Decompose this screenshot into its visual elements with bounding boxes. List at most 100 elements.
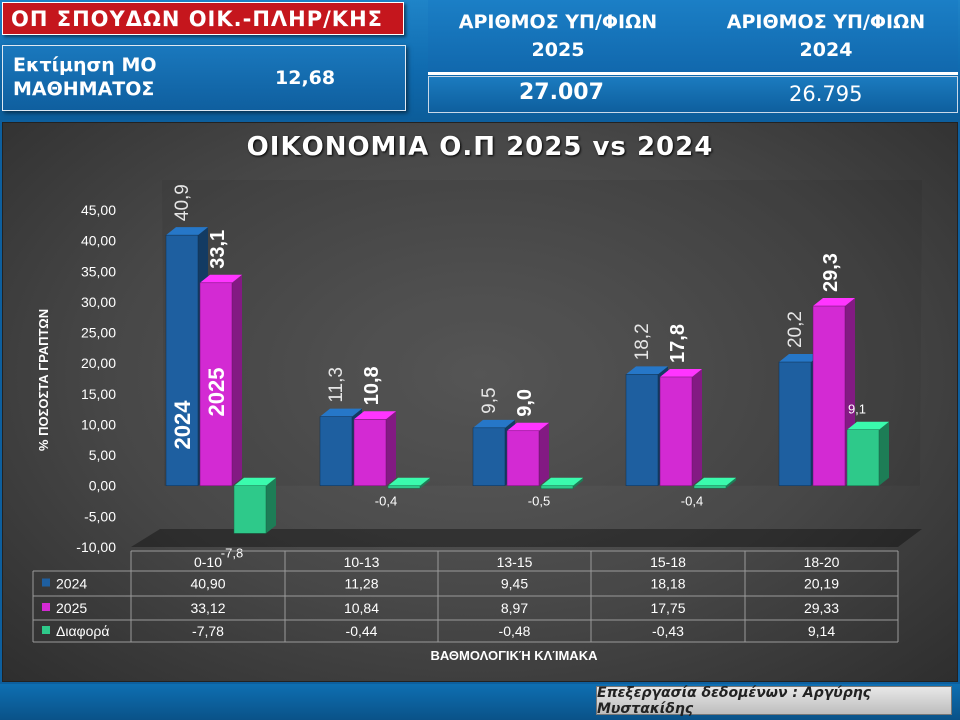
y-tick-label: 25,00 bbox=[81, 325, 116, 341]
bar-diff-side bbox=[420, 477, 430, 489]
bar-diff bbox=[233, 485, 267, 534]
y-tick-label: 45,00 bbox=[81, 202, 116, 218]
bar-diff-top bbox=[847, 421, 889, 430]
data-label-2024: 18,2 bbox=[632, 323, 653, 360]
student-count-box: ΑΡΙΘΜΟΣ ΥΠ/ΦΙΩΝ 2025 ΑΡΙΘΜΟΣ ΥΠ/ΦΙΩΝ 202… bbox=[428, 0, 958, 113]
in-bar-label-2025: 2025 bbox=[204, 368, 229, 417]
bar-2025-side bbox=[692, 368, 702, 486]
chart-title: ΟΙΚΟΝΟΜΙΑ Ο.Π 2025 vs 2024 bbox=[246, 132, 714, 162]
bar-diff bbox=[846, 429, 880, 486]
bar-diff bbox=[540, 485, 574, 489]
count-2025-header: ΑΡΙΘΜΟΣ ΥΠ/ΦΙΩΝ 2025 bbox=[458, 11, 658, 61]
legend-swatch-2025 bbox=[42, 603, 50, 611]
bar-2024-top bbox=[473, 419, 515, 428]
table-cell: -0,48 bbox=[499, 623, 531, 639]
bar-diff-top bbox=[234, 477, 276, 486]
bar-2025-side bbox=[539, 422, 549, 486]
bar-2024 bbox=[165, 234, 199, 486]
table-cell: -0,44 bbox=[346, 623, 378, 639]
bar-diff-side bbox=[879, 421, 889, 486]
in-bar-label-2024: 2024 bbox=[170, 400, 195, 450]
estimate-value: 12,68 bbox=[275, 67, 336, 89]
y-tick-label: 40,00 bbox=[81, 233, 116, 249]
count-2025-value: 27.007 bbox=[519, 80, 604, 105]
y-axis-title: % ΠΟΣΟΣΤΑ ΓΡΑΠΤΩΝ bbox=[36, 309, 51, 451]
data-credit: Επεξεργασία δεδομένων : Αργύρης Μυστακίδ… bbox=[596, 685, 952, 717]
bar-diff-side bbox=[726, 477, 736, 489]
y-tick-label: 20,00 bbox=[81, 355, 116, 371]
bar-diff-side bbox=[573, 477, 583, 489]
table-cell: 17,75 bbox=[650, 600, 685, 616]
bar-diff bbox=[387, 485, 421, 489]
data-label-2025: 17,8 bbox=[667, 324, 689, 363]
table-cell: 9,14 bbox=[808, 623, 835, 639]
table-cell: 40,90 bbox=[190, 576, 225, 592]
legend-swatch-2024 bbox=[42, 578, 50, 587]
bar-diff-top bbox=[388, 477, 430, 486]
y-tick-label: 15,00 bbox=[81, 386, 116, 402]
bar-2025-top bbox=[660, 368, 702, 377]
bar-2025-top bbox=[813, 298, 855, 307]
data-label-2024: 40,9 bbox=[172, 184, 193, 221]
data-label-diff: -7,8 bbox=[221, 545, 243, 560]
table-cell: 10,84 bbox=[344, 600, 379, 616]
plot-floor bbox=[131, 529, 922, 547]
bar-2024 bbox=[472, 427, 506, 486]
bar-2025 bbox=[199, 282, 233, 486]
category-label: 18-20 bbox=[804, 554, 840, 570]
bar-2025-side bbox=[232, 274, 242, 486]
estimate-box: Εκτίμηση ΜΟ ΜΑΘΗΜΑΤΟΣ 12,68 bbox=[2, 45, 406, 111]
y-tick-label: 10,00 bbox=[81, 416, 116, 432]
bar-2025-side bbox=[386, 411, 396, 486]
estimate-label: Εκτίμηση ΜΟ ΜΑΘΗΜΑΤΟΣ bbox=[13, 54, 157, 100]
category-label: 10-13 bbox=[344, 554, 380, 570]
student-count-header: ΑΡΙΘΜΟΣ ΥΠ/ΦΙΩΝ 2025 ΑΡΙΘΜΟΣ ΥΠ/ΦΙΩΝ 202… bbox=[428, 0, 958, 75]
data-label-diff: -0,4 bbox=[375, 494, 397, 509]
table-cell: 20,19 bbox=[804, 576, 839, 592]
bar-2024 bbox=[625, 374, 659, 486]
y-tick-label: 35,00 bbox=[81, 263, 116, 279]
legend-label: Διαφορά bbox=[56, 623, 109, 639]
data-label-2025: 9,0 bbox=[514, 389, 536, 417]
y-tick-label: -10,00 bbox=[76, 539, 116, 555]
bar-2025 bbox=[506, 430, 540, 486]
bar-2024 bbox=[319, 416, 353, 486]
table-cell: 33,12 bbox=[190, 600, 225, 616]
legend-label: 2024 bbox=[56, 576, 87, 592]
bar-2025-top bbox=[507, 422, 549, 431]
student-count-values: 27.007 26.795 bbox=[428, 76, 958, 113]
table-cell: 29,33 bbox=[804, 600, 839, 616]
bar-diff bbox=[693, 485, 727, 489]
bar-2025-top bbox=[354, 411, 396, 420]
bar-2025 bbox=[659, 376, 693, 486]
data-label-2024: 9,5 bbox=[479, 387, 500, 413]
y-tick-label: 5,00 bbox=[89, 447, 116, 463]
data-label-diff: -0,5 bbox=[528, 494, 550, 509]
bar-2024-top bbox=[166, 227, 208, 236]
count-2024-value: 26.795 bbox=[789, 82, 863, 106]
count-2024-header: ΑΡΙΘΜΟΣ ΥΠ/ΦΙΩΝ 2024 bbox=[726, 11, 926, 61]
table-cell: -0,43 bbox=[652, 623, 684, 639]
bar-2025-top bbox=[200, 274, 242, 283]
legend-label: 2025 bbox=[56, 600, 87, 616]
table-cell: 11,28 bbox=[345, 576, 379, 592]
data-label-diff: -0,4 bbox=[681, 494, 703, 509]
y-tick-label: 0,00 bbox=[89, 478, 116, 494]
category-label: 0-10 bbox=[194, 554, 222, 570]
bar-diff-top bbox=[541, 477, 583, 486]
category-label: 13-15 bbox=[497, 554, 533, 570]
bar-2024-top bbox=[779, 354, 821, 363]
bar-2024 bbox=[778, 361, 812, 486]
x-axis-title: ΒΑΘΜΟΛΟΓΙΚΉ ΚΛΊΜΑΚΑ bbox=[431, 648, 599, 663]
category-label: 15-18 bbox=[650, 554, 686, 570]
data-label-2024: 11,3 bbox=[326, 367, 347, 403]
table-cell: 9,45 bbox=[501, 576, 528, 592]
bar-2025 bbox=[812, 305, 846, 486]
y-tick-label: -5,00 bbox=[84, 508, 116, 524]
data-label-diff: 9,1 bbox=[848, 402, 866, 417]
data-label-2025: 10,8 bbox=[361, 366, 383, 405]
y-tick-label: 30,00 bbox=[81, 294, 116, 310]
bar-2025 bbox=[353, 419, 387, 486]
legend-swatch-diff bbox=[42, 626, 50, 634]
